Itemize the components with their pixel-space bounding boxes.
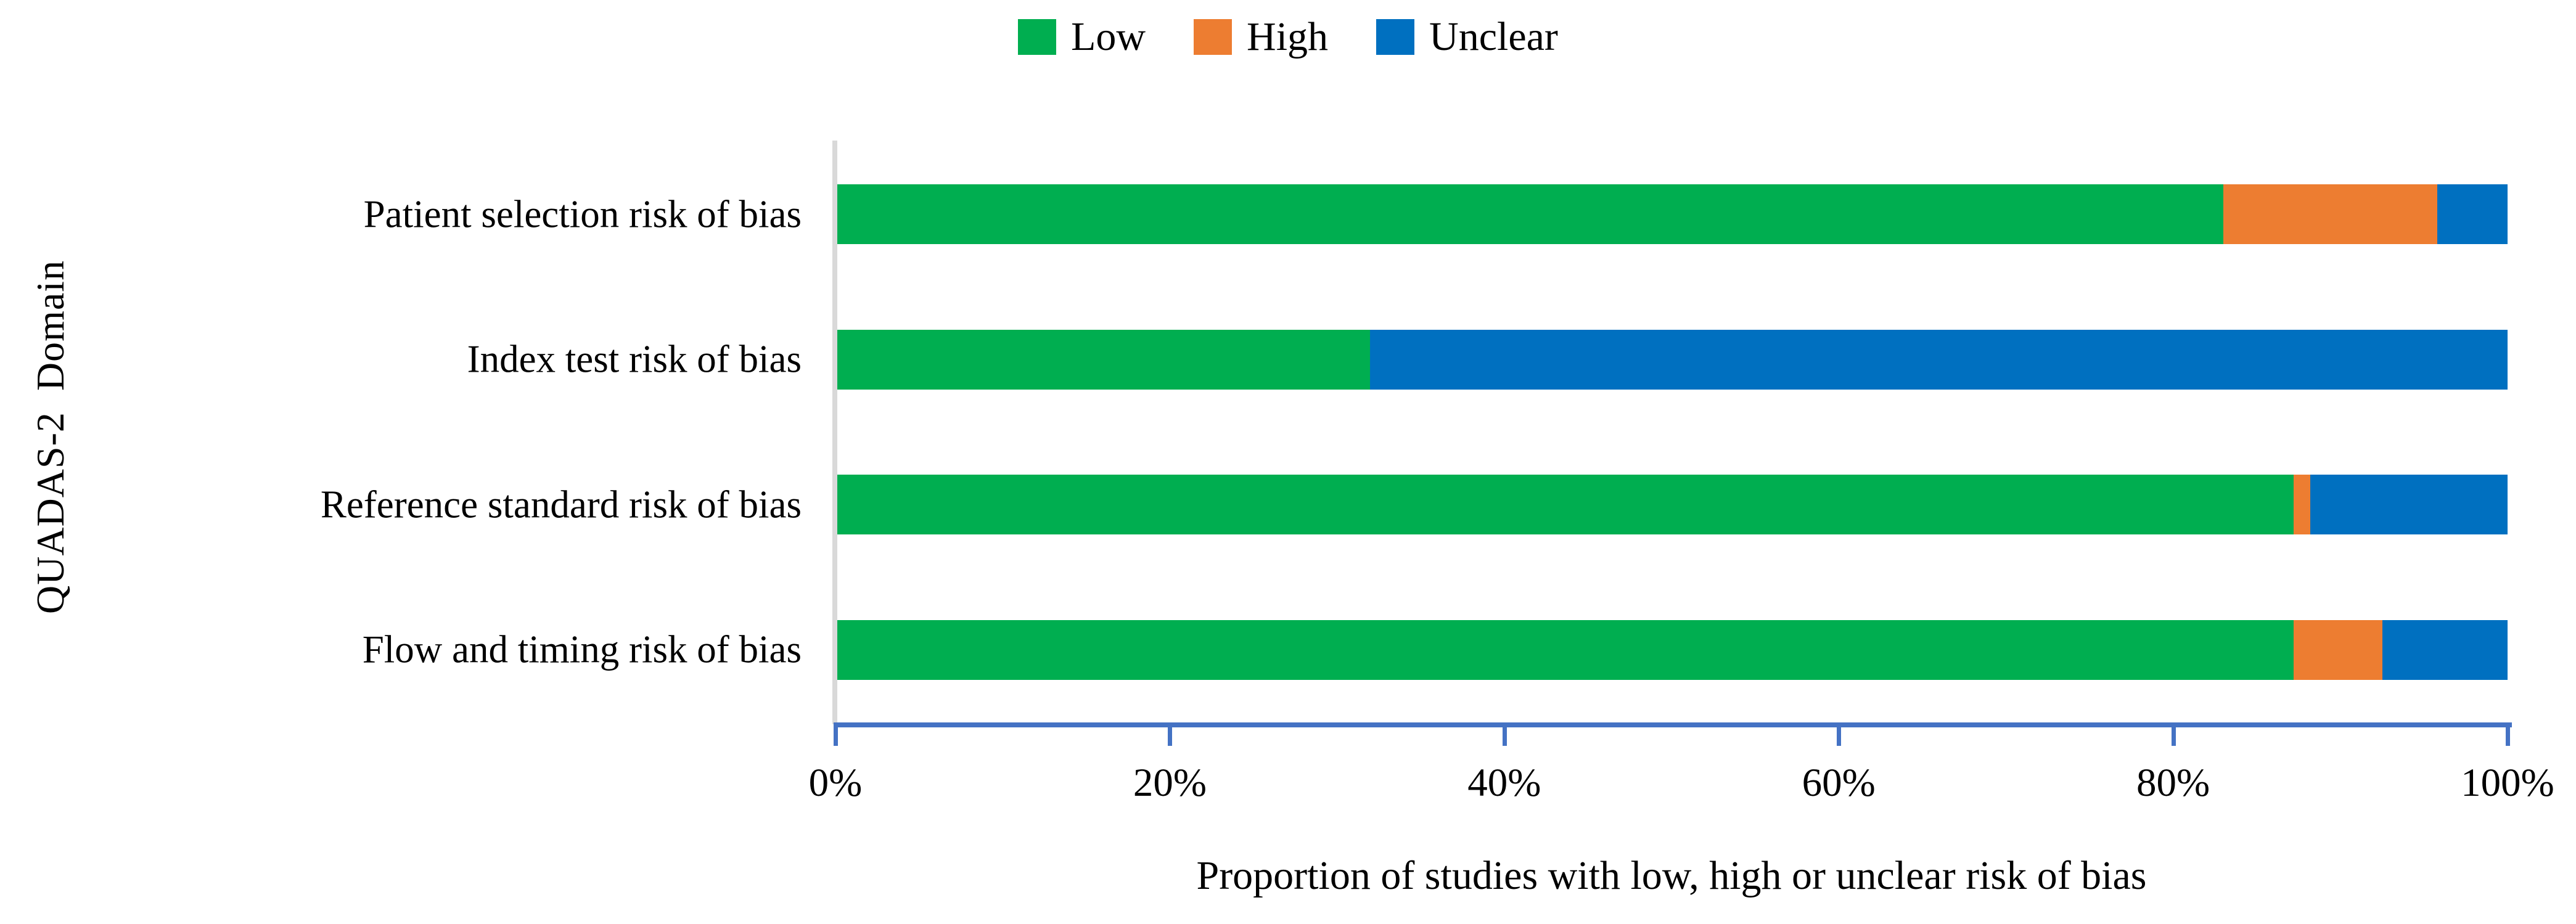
chart-legend: Low High Unclear: [0, 9, 2576, 65]
bar-segment-low: [837, 619, 2294, 680]
bar-segment-unclear: [1370, 329, 2508, 390]
x-axis-line: [834, 722, 2512, 727]
bar-row: [837, 329, 2508, 390]
x-axis-tick: [1837, 727, 1842, 746]
legend-label: Low: [1071, 14, 1146, 59]
legend-label: Unclear: [1429, 14, 1558, 59]
x-axis-title: Proportion of studies with low, high or …: [1196, 853, 2147, 898]
bar-segment-high: [2294, 475, 2311, 535]
category-label: Index test risk of bias: [467, 337, 802, 381]
x-axis-tick: [1502, 727, 1507, 746]
category-label: Flow and timing risk of bias: [362, 628, 802, 671]
bar-segment-low: [837, 184, 2224, 245]
y-axis-title: QUADAS-2 Domain: [28, 260, 72, 615]
x-tick-label: 0%: [808, 761, 863, 805]
legend-item-high: High: [1194, 17, 1328, 57]
x-tick-label: 100%: [2461, 761, 2554, 805]
category-label: Patient selection risk of bias: [363, 192, 802, 236]
legend-swatch-high: [1194, 19, 1233, 55]
bar-segment-unclear: [2437, 184, 2508, 245]
bar-segment-unclear: [2310, 475, 2508, 535]
legend-swatch-unclear: [1376, 19, 1415, 55]
x-tick-label: 80%: [2136, 761, 2210, 805]
x-tick-label: 40%: [1467, 761, 1541, 805]
bar-segment-high: [2223, 184, 2438, 245]
bar-row: [837, 184, 2508, 245]
x-axis-tick: [1168, 727, 1173, 746]
legend-item-low: Low: [1018, 17, 1146, 57]
bar-segment-low: [837, 329, 1371, 390]
x-axis-tick: [2506, 727, 2510, 746]
category-label: Reference standard risk of bias: [320, 483, 802, 526]
bar-segment-high: [2294, 619, 2382, 680]
x-tick-label: 20%: [1133, 761, 1207, 805]
legend-label: High: [1247, 14, 1329, 59]
x-axis-tick: [2171, 727, 2176, 746]
bar-row: [837, 619, 2508, 680]
bar-segment-unclear: [2382, 619, 2508, 680]
bar-segment-low: [837, 475, 2294, 535]
y-axis-line: [832, 141, 837, 724]
legend-swatch-low: [1018, 19, 1057, 55]
legend-item-unclear: Unclear: [1376, 17, 1558, 57]
bar-row: [837, 475, 2508, 535]
x-axis-tick: [834, 727, 838, 746]
x-tick-label: 60%: [1802, 761, 1876, 805]
